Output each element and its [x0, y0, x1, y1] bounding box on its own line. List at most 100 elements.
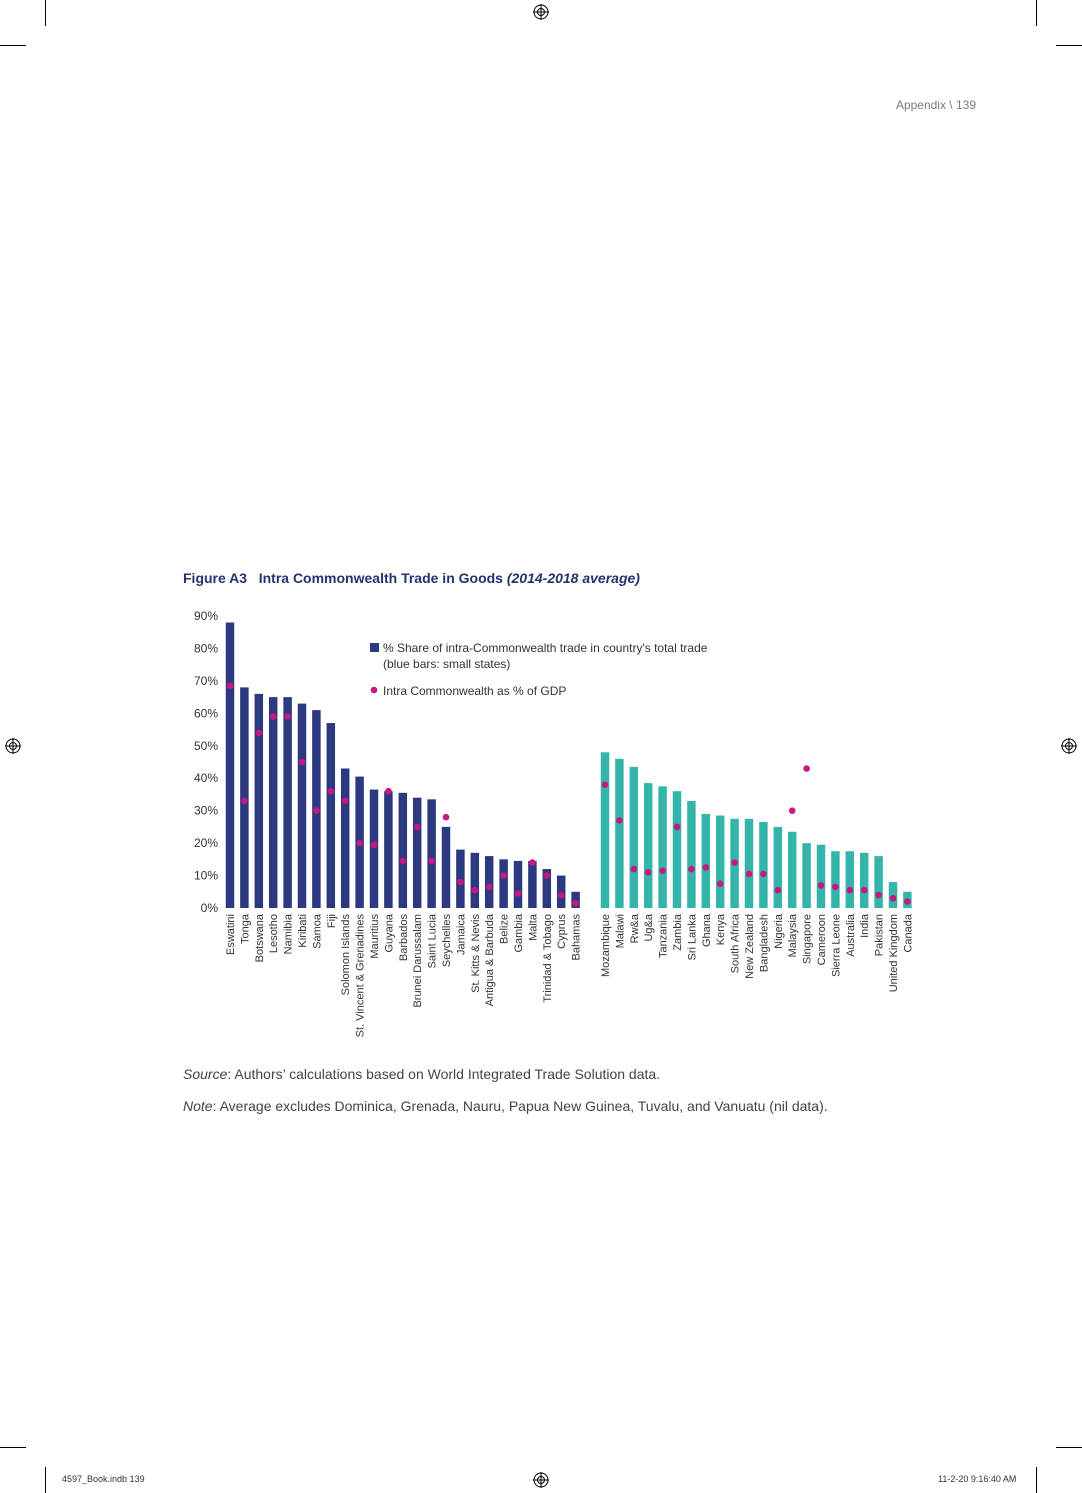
source-text: : Authors’ calculations based on World I… — [227, 1066, 661, 1082]
bar — [297, 703, 307, 908]
note-text: : Average excludes Dominica, Grenada, Na… — [212, 1098, 828, 1114]
y-tick-label: 60% — [194, 706, 218, 720]
slug-right: 11-2-20 9:16:40 AM — [938, 1474, 1017, 1484]
bar — [268, 697, 278, 908]
x-category-label: Cameroon — [816, 914, 828, 965]
x-category-label: Guyana — [383, 913, 395, 952]
x-category-label: Antigua & Barbuda — [484, 913, 496, 1006]
gdp-dot — [616, 817, 623, 824]
gdp-dot — [644, 869, 652, 876]
gdp-dot — [543, 872, 551, 879]
bar — [744, 818, 754, 908]
x-category-label: Sri Lanka — [686, 913, 698, 960]
bar — [802, 843, 811, 908]
legend-dot-label: Intra Commonwealth as % of GDP — [383, 684, 566, 698]
source-note: Source: Authors’ calculations based on W… — [183, 1066, 660, 1082]
bar — [340, 768, 350, 908]
bar — [672, 791, 682, 908]
x-category-label: Barbados — [398, 914, 410, 962]
gdp-dot — [313, 807, 320, 814]
gdp-dot — [442, 813, 450, 821]
x-category-label: Botswana — [254, 913, 266, 962]
y-tick-label: 0% — [201, 901, 219, 915]
crop-mark-top-left-h — [0, 45, 26, 46]
x-category-label: Australia — [845, 913, 857, 957]
legend-dot-swatch — [370, 686, 378, 694]
bar — [369, 789, 379, 908]
gdp-dot — [659, 867, 666, 874]
x-category-label: Namibia — [283, 913, 295, 954]
crop-mark-bottom-left-h — [0, 1447, 26, 1448]
note-label: Note — [183, 1098, 213, 1114]
gdp-dot — [255, 729, 263, 737]
bar — [225, 622, 235, 908]
bar — [615, 758, 624, 908]
bar — [643, 783, 653, 908]
x-category-label: Zambia — [672, 913, 684, 951]
x-category-label: Gambia — [513, 913, 525, 952]
x-category-label: Malta — [527, 913, 539, 941]
x-category-label: Tonga — [239, 913, 251, 944]
crop-mark-top-left-v — [45, 0, 46, 26]
x-category-label: Sierra Leone — [830, 914, 842, 977]
bar — [816, 844, 826, 908]
gdp-dot — [832, 883, 839, 891]
y-tick-label: 50% — [194, 739, 218, 753]
crop-mark-bottom-right-h — [1056, 1447, 1082, 1448]
gdp-dot — [803, 765, 810, 772]
x-category-label: Kiribati — [297, 914, 309, 948]
gdp-dot — [630, 865, 638, 873]
bar — [484, 856, 494, 908]
gdp-dot — [385, 787, 392, 795]
x-category-label: Ug&a — [643, 913, 655, 941]
gdp-dot — [341, 797, 349, 805]
gdp-dot — [529, 859, 536, 866]
gdp-dot — [572, 899, 579, 907]
bar — [513, 860, 523, 908]
gdp-dot — [428, 857, 435, 865]
gdp-dot — [716, 880, 724, 887]
bar — [859, 852, 869, 908]
x-category-label: India — [859, 913, 871, 938]
x-category-label: South Africa — [730, 913, 742, 973]
gdp-dot — [284, 713, 291, 720]
bar — [412, 797, 422, 908]
gdp-dot — [413, 823, 421, 831]
gdp-dot — [485, 883, 493, 891]
x-category-label: Malaysia — [787, 913, 799, 957]
gdp-dot — [399, 857, 407, 865]
x-category-label: Pakistan — [874, 914, 886, 956]
bar — [600, 752, 610, 908]
footnote: Note: Average excludes Dominica, Grenada… — [183, 1098, 828, 1114]
legend-bar-swatch — [370, 643, 379, 652]
crop-mark-top-right-v — [1036, 0, 1037, 26]
bar — [398, 792, 408, 908]
slug-left: 4597_Book.indb 139 — [62, 1474, 145, 1484]
gdp-dot — [241, 797, 248, 805]
y-tick-label: 80% — [194, 641, 218, 655]
bar — [701, 813, 711, 908]
y-tick-label: 20% — [194, 836, 218, 850]
bar — [283, 697, 292, 908]
x-category-label: Kenya — [715, 913, 727, 945]
y-tick-label: 70% — [194, 674, 218, 688]
y-tick-label: 30% — [194, 804, 218, 818]
x-category-label: Mozambique — [600, 914, 612, 977]
crop-mark-bottom-right-v — [1036, 1467, 1037, 1493]
x-category-label: Saint Lucia — [427, 913, 439, 968]
bar — [874, 856, 883, 908]
x-category-label: Cyprus — [556, 914, 568, 949]
figure-title: Figure A3 Intra Commonwealth Trade in Go… — [183, 570, 640, 586]
gdp-dot — [745, 870, 753, 878]
gdp-dot — [731, 859, 738, 866]
x-category-label: Nigeria — [773, 913, 785, 949]
x-category-label: Solomon Islands — [340, 914, 352, 996]
gdp-dot — [269, 713, 277, 720]
x-category-label: Seychelles — [441, 914, 453, 968]
x-category-label: Ghana — [701, 913, 713, 947]
page-header: Appendix \ 139 — [895, 98, 976, 112]
x-category-label: Tanzania — [658, 913, 670, 958]
bar — [326, 723, 336, 908]
registration-mark-icon — [533, 4, 549, 20]
crop-mark-bottom-left-v — [45, 1467, 46, 1493]
